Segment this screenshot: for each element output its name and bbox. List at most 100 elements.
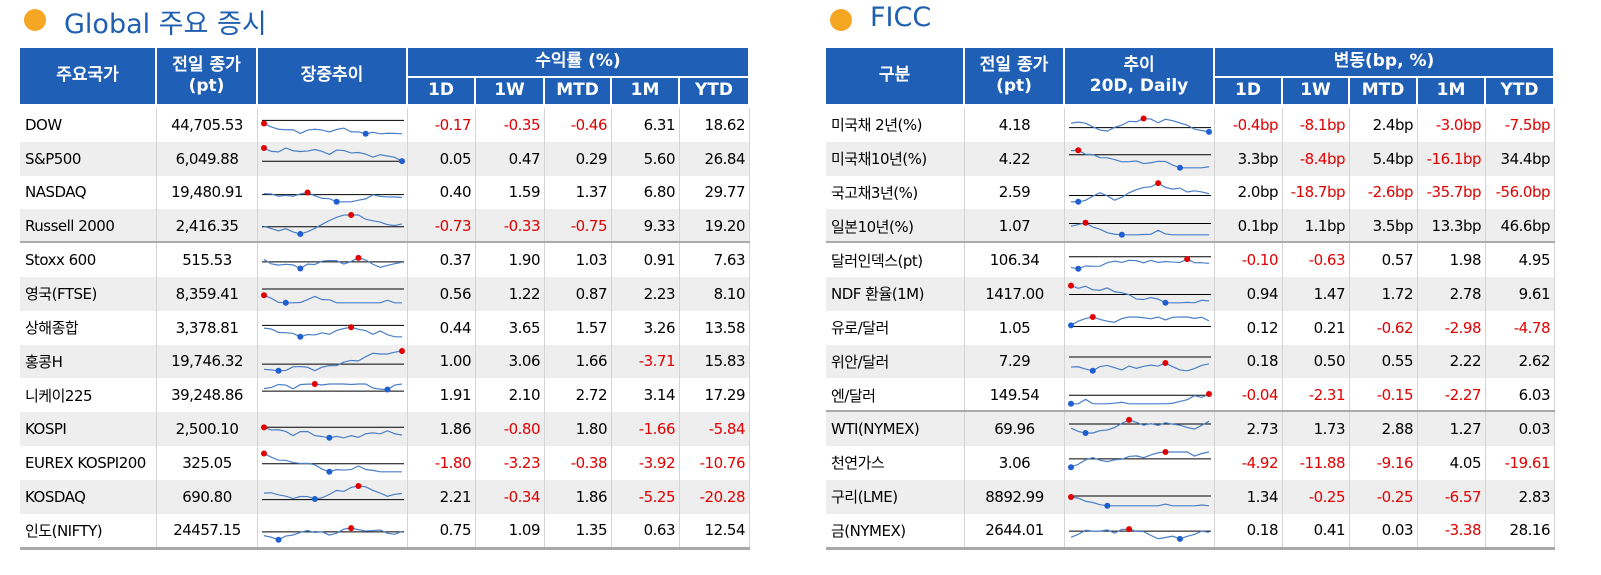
table-cell: 1.98 bbox=[1418, 243, 1486, 277]
group-separator bbox=[826, 241, 1555, 245]
trend-cell bbox=[258, 277, 408, 311]
table-cell: 구리(LME) bbox=[826, 479, 965, 514]
table-cell: 5.60 bbox=[612, 141, 680, 176]
trend-cell bbox=[258, 412, 408, 446]
table-cell: -0.75 bbox=[545, 209, 612, 244]
table-cell: 니케이225 bbox=[20, 378, 157, 413]
sparkline bbox=[1069, 525, 1211, 542]
table-cell: 515.53 bbox=[157, 243, 258, 277]
table-cell: 28.16 bbox=[1486, 513, 1555, 548]
header-line: (pt) bbox=[188, 76, 225, 96]
table-cell: 6.31 bbox=[612, 108, 680, 142]
table-cell: 4.18 bbox=[965, 108, 1065, 142]
table-cell: 달러인덱스(pt) bbox=[826, 243, 965, 277]
sparkline bbox=[1069, 179, 1211, 205]
header-line: 전일 종가 bbox=[979, 54, 1049, 75]
header-line: 추이 bbox=[1123, 54, 1155, 75]
table-cell: S&P500 bbox=[20, 141, 157, 176]
header-cell: 1M bbox=[1418, 78, 1486, 106]
table-cell: 2.4bp bbox=[1350, 108, 1418, 142]
table-cell: -6.57 bbox=[1418, 479, 1486, 514]
table-cell: 13.58 bbox=[680, 310, 750, 345]
sparkline bbox=[262, 212, 404, 238]
table-cell: 1.90 bbox=[476, 243, 545, 277]
header-cell: YTD bbox=[680, 78, 750, 106]
table-cell: 상해종합 bbox=[20, 310, 157, 345]
sparkline bbox=[262, 524, 404, 543]
table-cell: 1.72 bbox=[1350, 277, 1418, 311]
table-cell: 일본10년(%) bbox=[826, 209, 965, 244]
title-bullet bbox=[24, 9, 46, 31]
table-cell: 8,359.41 bbox=[157, 277, 258, 311]
table-cell: 유로/달러 bbox=[826, 310, 965, 345]
table-cell: 46.6bp bbox=[1486, 209, 1555, 244]
table-cell: 3.3bp bbox=[1215, 141, 1283, 176]
sparkline bbox=[261, 424, 404, 441]
table-cell: EUREX KOSPI200 bbox=[20, 446, 157, 480]
sparkline bbox=[1069, 417, 1211, 437]
trend-cell bbox=[1065, 344, 1215, 379]
header-cell: 변동(bp, %) bbox=[1215, 48, 1555, 78]
sparkline bbox=[262, 482, 404, 502]
sparkline bbox=[1068, 313, 1211, 329]
header-cell: MTD bbox=[545, 78, 612, 106]
trend-cell bbox=[1065, 378, 1215, 413]
table-cell: -0.34 bbox=[476, 479, 545, 514]
table-cell: WTI(NYMEX) bbox=[826, 412, 965, 446]
table-cell: 0.18 bbox=[1215, 513, 1283, 548]
group-separator bbox=[826, 410, 1555, 414]
table-cell: 인도(NIFTY) bbox=[20, 513, 157, 548]
header-cell: MTD bbox=[1350, 78, 1418, 106]
table-cell: 19,480.91 bbox=[157, 175, 258, 210]
table-cell: 1.86 bbox=[545, 479, 612, 514]
table-cell: 1.1bp bbox=[1283, 209, 1350, 244]
header-cell: 1M bbox=[612, 78, 680, 106]
group-separator bbox=[20, 241, 750, 245]
header-cell: 전일 종가 (pt) bbox=[157, 48, 258, 106]
table-cell: 1.05 bbox=[965, 310, 1065, 345]
trend-cell bbox=[258, 175, 408, 210]
table-cell: 1.86 bbox=[408, 412, 476, 446]
table-cell: 5.4bp bbox=[1350, 141, 1418, 176]
header-line: 20D, Daily bbox=[1089, 76, 1189, 96]
sparkline bbox=[1068, 493, 1211, 509]
table-cell: 1.27 bbox=[1418, 412, 1486, 446]
table-cell: 1.03 bbox=[545, 243, 612, 277]
table-cell: 0.91 bbox=[612, 243, 680, 277]
table-cell: 2.0bp bbox=[1215, 175, 1283, 210]
header-cell: 1W bbox=[476, 78, 545, 106]
sparkline bbox=[261, 450, 404, 475]
table-cell: 7.63 bbox=[680, 243, 750, 277]
table-cell: -0.63 bbox=[1283, 243, 1350, 277]
table-cell: 1.91 bbox=[408, 378, 476, 413]
bottom-border bbox=[20, 547, 750, 551]
table-cell: 1.00 bbox=[408, 344, 476, 379]
table-cell: -3.0bp bbox=[1418, 108, 1486, 142]
table-cell: -35.7bp bbox=[1418, 175, 1486, 210]
table-cell: 6.03 bbox=[1486, 378, 1555, 413]
table-cell: 0.57 bbox=[1350, 243, 1418, 277]
table-cell: -10.76 bbox=[680, 446, 750, 480]
table-cell: 3.06 bbox=[476, 344, 545, 379]
table-cell: -8.1bp bbox=[1283, 108, 1350, 142]
table-cell: KOSDAQ bbox=[20, 479, 157, 514]
table-cell: -16.1bp bbox=[1418, 141, 1486, 176]
table-cell: -0.33 bbox=[476, 209, 545, 244]
table-cell: 149.54 bbox=[965, 378, 1065, 413]
table-cell: 0.21 bbox=[1283, 310, 1350, 345]
table-cell: 0.05 bbox=[408, 141, 476, 176]
table-cell: -0.38 bbox=[545, 446, 612, 480]
table-cell: 미국채10년(%) bbox=[826, 141, 965, 176]
sparkline bbox=[1069, 220, 1211, 239]
table-cell: 1.57 bbox=[545, 310, 612, 345]
table-cell: 1.37 bbox=[545, 175, 612, 210]
table-cell: Russell 2000 bbox=[20, 209, 157, 244]
table-cell: 2644.01 bbox=[965, 513, 1065, 548]
table-cell: 9.61 bbox=[1486, 277, 1555, 311]
header-cell: YTD bbox=[1486, 78, 1555, 106]
header-cell: 전일 종가 (pt) bbox=[965, 48, 1065, 106]
table-cell: 2.72 bbox=[545, 378, 612, 413]
table-cell: 0.94 bbox=[1215, 277, 1283, 311]
table-cell: 3.5bp bbox=[1350, 209, 1418, 244]
sparkline bbox=[262, 347, 405, 374]
